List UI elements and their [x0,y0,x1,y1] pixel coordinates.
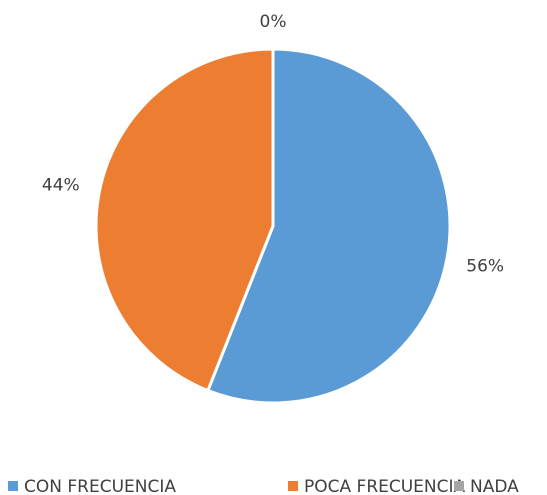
pie-slice [206,47,452,405]
legend-label: CON FRECUENCIA [24,477,176,495]
pie-slice [94,47,275,393]
legend-swatch [454,481,464,491]
data-label: 56% [466,256,504,276]
legend-label: NADA [470,477,519,495]
legend-swatch [8,481,18,491]
legend-swatch [288,481,298,491]
data-label: 44% [42,176,80,196]
legend-label: POCA FRECUENCIA [304,477,466,495]
data-label: 0% [260,12,287,32]
